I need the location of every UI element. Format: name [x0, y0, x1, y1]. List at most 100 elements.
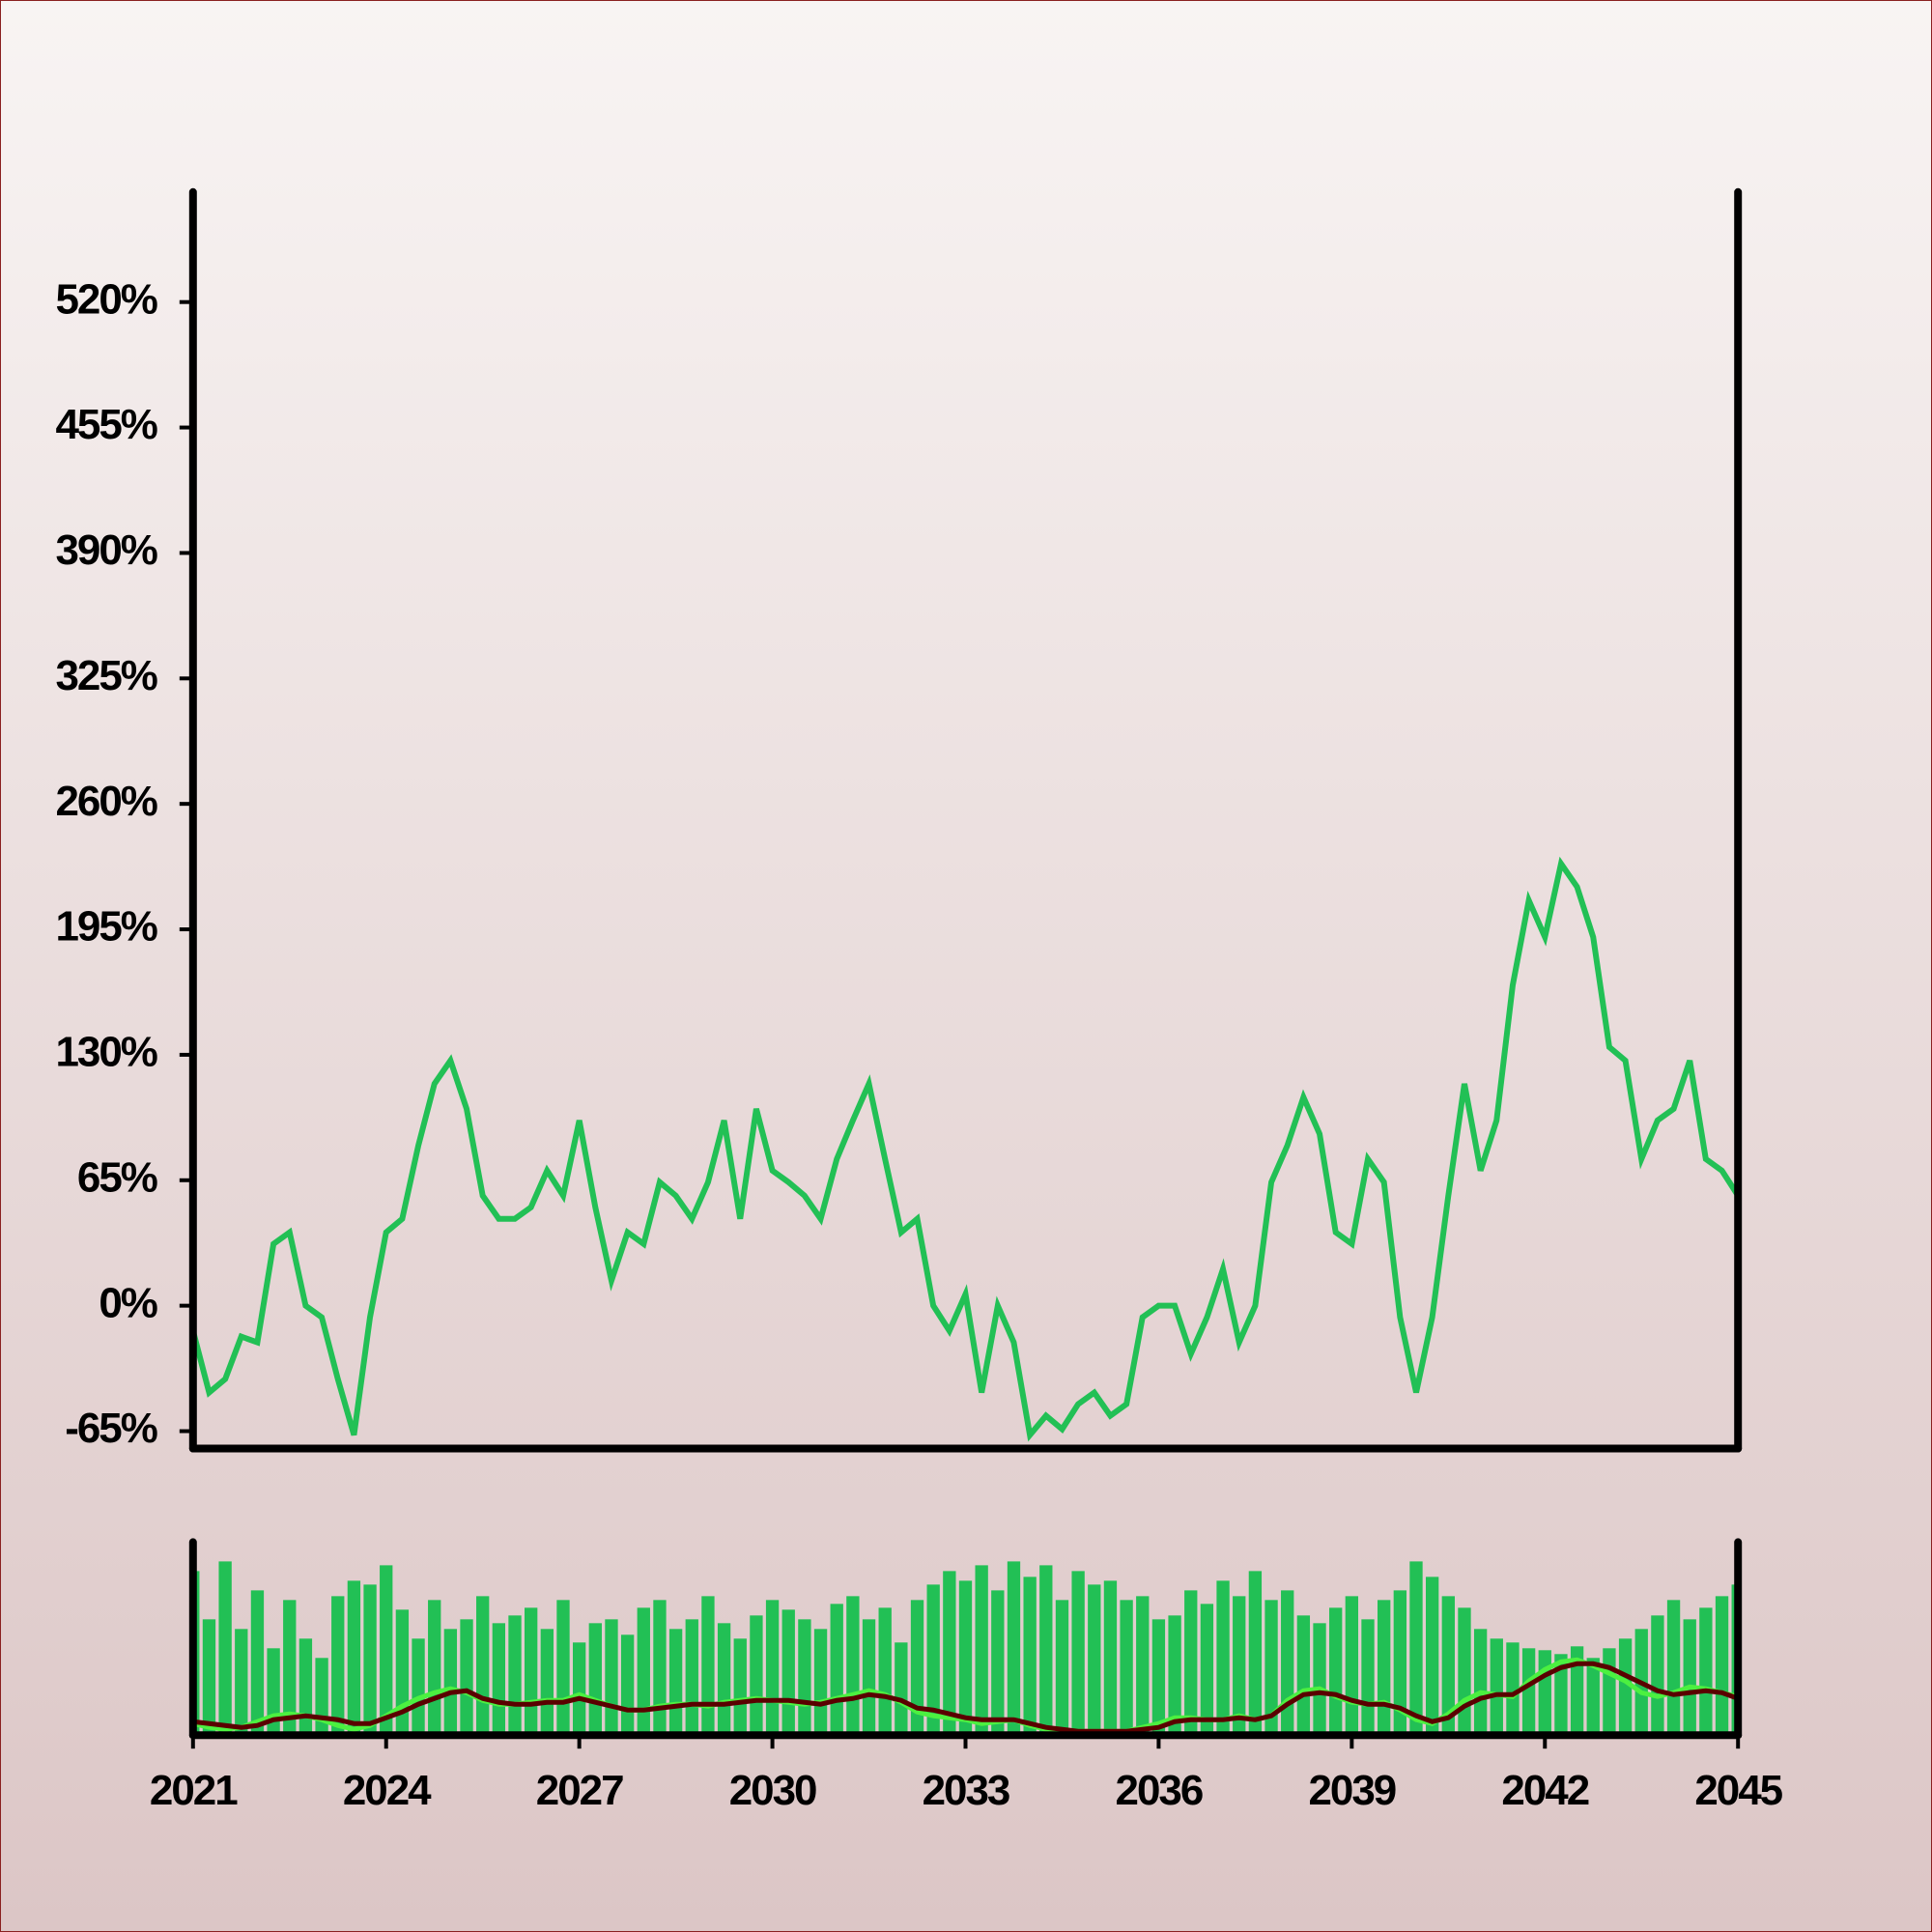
- x-tick-label: 2036: [1116, 1767, 1203, 1814]
- volume-bar: [1071, 1571, 1085, 1736]
- volume-bar: [492, 1623, 506, 1736]
- volume-bar: [1378, 1600, 1391, 1736]
- volume-bar: [1425, 1577, 1439, 1736]
- volume-bar: [1361, 1619, 1375, 1736]
- moving-average: [192, 1661, 1739, 1734]
- volume-bar: [1683, 1619, 1696, 1736]
- volume-bar: [1538, 1650, 1551, 1736]
- volume-bar: [1699, 1607, 1713, 1736]
- volume-bar: [250, 1590, 265, 1736]
- volume-bar: [572, 1642, 586, 1736]
- volume-bar: [1168, 1615, 1181, 1736]
- volume-bar: [1088, 1584, 1101, 1736]
- volume-bar: [750, 1615, 763, 1736]
- y-tick-label: 325%: [55, 652, 156, 699]
- volume-bar: [653, 1600, 667, 1736]
- y-tick-label: 195%: [55, 903, 156, 951]
- volume-bar: [1570, 1646, 1584, 1736]
- x-tick-label: 2027: [536, 1767, 623, 1814]
- volume-bar: [620, 1634, 635, 1736]
- y-tick-label: 260%: [55, 778, 156, 825]
- volume-bar: [926, 1584, 940, 1736]
- volume-bar: [1248, 1571, 1263, 1736]
- volume-bar: [1103, 1580, 1118, 1736]
- volume-bar: [1136, 1596, 1150, 1736]
- volume-bar: [668, 1629, 683, 1736]
- volume-bar: [1216, 1580, 1230, 1736]
- volume-bar: [1651, 1615, 1664, 1736]
- volume-bar: [1618, 1638, 1633, 1736]
- y-tick-label: 65%: [77, 1153, 157, 1201]
- y-tick-label: -65%: [65, 1405, 157, 1452]
- y-tick-label: 130%: [55, 1029, 156, 1076]
- volume-bar: [395, 1609, 410, 1736]
- volume-bar: [862, 1619, 876, 1736]
- volume-bar: [1200, 1604, 1214, 1736]
- x-tick-label: 2045: [1694, 1767, 1782, 1814]
- volume-bar: [202, 1619, 216, 1736]
- volume-bar: [958, 1580, 973, 1736]
- y-tick-label: 455%: [55, 401, 156, 448]
- volume-bar: [733, 1638, 747, 1736]
- volume-bar: [540, 1629, 554, 1736]
- volume-bar: [218, 1561, 232, 1736]
- volume-bar: [1393, 1590, 1406, 1736]
- volume-bar: [1521, 1648, 1536, 1736]
- volume-bar: [717, 1623, 731, 1736]
- volume-bar: [895, 1642, 908, 1736]
- volume-bar: [283, 1600, 297, 1736]
- volume-bar: [975, 1565, 988, 1736]
- volume-bar: [1473, 1629, 1488, 1736]
- volume-bar: [525, 1607, 538, 1736]
- volume-bar: [1490, 1638, 1503, 1736]
- volume-bar: [685, 1619, 698, 1736]
- volume-bar: [1120, 1600, 1133, 1736]
- volume-bar: [1506, 1642, 1520, 1736]
- volume-bar: [1313, 1623, 1326, 1736]
- volume-bar: [813, 1629, 828, 1736]
- volume-bar: [347, 1580, 361, 1736]
- volume-bar: [765, 1600, 780, 1736]
- volume-bar: [428, 1600, 441, 1736]
- volume-bar: [1264, 1600, 1278, 1736]
- volume-bar: [1039, 1565, 1053, 1736]
- volume-bar: [798, 1619, 811, 1736]
- volume-bar: [846, 1596, 860, 1736]
- volume-bar: [1554, 1654, 1568, 1736]
- volume-bar: [1151, 1619, 1166, 1736]
- volume-bar: [1296, 1615, 1311, 1736]
- x-tick-label: 2042: [1501, 1767, 1588, 1814]
- volume-bar: [1329, 1607, 1343, 1736]
- volume-bar: [605, 1619, 618, 1736]
- volume-bar: [1441, 1596, 1455, 1736]
- volume-bar: [1055, 1600, 1069, 1736]
- volume-bar: [363, 1584, 377, 1736]
- volume-bar: [556, 1600, 570, 1736]
- volume-bar: [443, 1629, 458, 1736]
- volume-bar: [412, 1638, 425, 1736]
- volume-bar: [830, 1604, 843, 1736]
- volume-bar: [331, 1596, 345, 1736]
- volume-bar: [508, 1615, 522, 1736]
- x-tick-label: 2039: [1308, 1767, 1395, 1814]
- volume-bar: [460, 1619, 473, 1736]
- volume-bar: [1666, 1600, 1681, 1736]
- volume-bar: [476, 1596, 490, 1736]
- volume-bar: [991, 1590, 1005, 1736]
- volume-bar: [380, 1565, 393, 1736]
- price-line: [192, 856, 1739, 1442]
- volume-bar: [1184, 1590, 1198, 1736]
- volume-bar: [1409, 1561, 1423, 1736]
- volume-bar: [878, 1607, 892, 1736]
- y-tick-label: 390%: [55, 526, 156, 574]
- volume-bar: [1007, 1561, 1021, 1736]
- volume-bar: [1023, 1577, 1037, 1736]
- volume-bar: [910, 1600, 924, 1736]
- volume-bar: [1586, 1658, 1600, 1736]
- volume-bar: [235, 1629, 248, 1736]
- volume-bar: [298, 1638, 313, 1736]
- volume-bar: [781, 1609, 795, 1736]
- x-tick-label: 2021: [150, 1767, 238, 1814]
- volume-bar: [1458, 1607, 1471, 1736]
